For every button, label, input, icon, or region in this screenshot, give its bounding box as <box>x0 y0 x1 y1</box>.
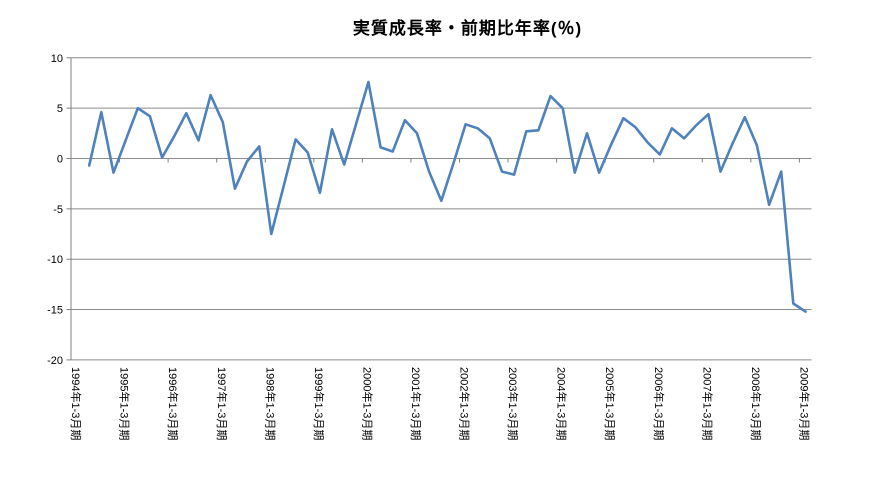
x-axis-label: 1994年1-3月期 <box>69 367 83 440</box>
x-axis-label: 2009年1-3月期 <box>797 367 811 440</box>
y-axis-label: 5 <box>57 103 63 115</box>
y-axis-label: -10 <box>47 254 63 266</box>
x-axis-label: 2002年1-3月期 <box>458 367 472 440</box>
x-axis-label: 1995年1-3月期 <box>118 367 132 440</box>
y-axis-label: -20 <box>47 355 63 367</box>
y-axis-label: 10 <box>51 53 63 65</box>
y-axis-label: 0 <box>57 154 63 166</box>
x-axis-label: 1998年1-3月期 <box>263 367 277 440</box>
x-axis-label: 2004年1-3月期 <box>555 367 569 440</box>
y-axis-label: -5 <box>53 204 63 216</box>
x-axis-label: 2006年1-3月期 <box>652 367 666 440</box>
x-axis-label: 2001年1-3月期 <box>409 367 423 440</box>
x-axis-label: 1999年1-3月期 <box>312 367 326 440</box>
x-axis-label: 2007年1-3月期 <box>700 367 714 440</box>
x-axis-label: 2005年1-3月期 <box>603 367 617 440</box>
y-axis-label: -15 <box>47 305 63 317</box>
x-axis-label: 2008年1-3月期 <box>749 367 763 440</box>
x-axis-label: 1996年1-3月期 <box>166 367 180 440</box>
data-series-line <box>87 80 807 313</box>
chart-title: 実質成長率・前期比年率(％) <box>352 19 583 38</box>
x-axis-label: 2003年1-3月期 <box>506 367 520 440</box>
x-axis-label: 1997年1-3月期 <box>215 367 229 440</box>
x-axis-label: 2000年1-3月期 <box>360 367 374 440</box>
